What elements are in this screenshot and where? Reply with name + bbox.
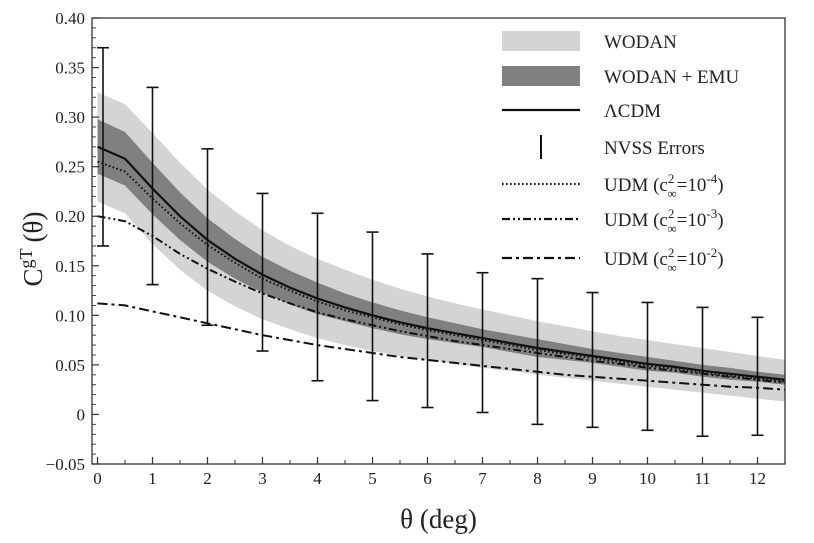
x-tick-label: 5 bbox=[368, 469, 377, 488]
legend-label: UDM (c2 ∞=10-2) bbox=[604, 245, 724, 275]
error-bar bbox=[146, 86, 159, 286]
legend-item: UDM (c2 ∞=10-4) bbox=[502, 171, 724, 201]
y-tick-label: −0.05 bbox=[46, 455, 85, 474]
series-udm-1e-4 bbox=[97, 160, 785, 383]
x-tick-label: 7 bbox=[478, 469, 487, 488]
error-bar bbox=[641, 301, 654, 432]
legend-item: UDM (c2 ∞=10-3) bbox=[502, 206, 724, 236]
axis-titles: θ (deg) CgT(θ) bbox=[16, 212, 477, 534]
series-udm-1e-3 bbox=[97, 215, 785, 384]
error-bar bbox=[476, 271, 489, 414]
error-bar bbox=[586, 291, 599, 429]
y-tick-label: 0.05 bbox=[55, 356, 85, 375]
x-tick-label: 0 bbox=[93, 469, 102, 488]
error-bar bbox=[256, 192, 269, 352]
series-group bbox=[97, 145, 785, 391]
x-tick-label: 1 bbox=[148, 469, 157, 488]
series-lcdm bbox=[97, 145, 785, 381]
x-tick-label: 2 bbox=[203, 469, 212, 488]
y-tick-label: 0.20 bbox=[55, 207, 85, 226]
x-tick-label: 9 bbox=[588, 469, 597, 488]
legend-item: WODAN + EMU bbox=[502, 66, 740, 88]
error-bar bbox=[366, 231, 379, 402]
x-tick-label: 4 bbox=[313, 469, 322, 488]
legend-label: NVSS Errors bbox=[604, 138, 705, 159]
plot-frame bbox=[91, 17, 786, 465]
legend-swatch bbox=[502, 66, 580, 86]
error-bar bbox=[421, 253, 434, 409]
legend-item: ΛCDM bbox=[502, 101, 661, 122]
y-tick-label: 0.35 bbox=[55, 59, 85, 78]
legend-label: UDM (c2 ∞=10-4) bbox=[604, 171, 724, 201]
error-bar bbox=[531, 277, 544, 426]
legend-item: WODAN bbox=[502, 31, 677, 53]
legend-swatch bbox=[502, 31, 580, 51]
x-axis-title: θ (deg) bbox=[400, 504, 477, 534]
error-bar bbox=[311, 212, 324, 382]
error-bar bbox=[696, 306, 709, 438]
x-tick-label: 10 bbox=[639, 469, 656, 488]
x-tick-label: 11 bbox=[694, 469, 710, 488]
legend-label: UDM (c2 ∞=10-3) bbox=[604, 206, 724, 236]
y-tick-label: 0 bbox=[77, 405, 86, 424]
y-tick-label: 0.10 bbox=[55, 306, 85, 325]
error-bar bbox=[97, 46, 109, 247]
legend-label: WODAN bbox=[604, 32, 677, 53]
legend: WODAN WODAN + EMU ΛCDM NVSS Errors UDM (c2 ∞=… bbox=[502, 31, 740, 275]
legend-item: NVSS Errors bbox=[540, 135, 705, 159]
errorbars-group bbox=[97, 46, 764, 438]
y-tick-label: 0.30 bbox=[55, 108, 85, 127]
x-tick-label: 8 bbox=[533, 469, 542, 488]
legend-label: ΛCDM bbox=[604, 101, 661, 122]
ticks-group: 0 1 2 3 4 5 6 7 8 9 10 11 12−0.0500.050.100.150.200.… bbox=[46, 9, 766, 488]
x-tick-label: 12 bbox=[749, 469, 766, 488]
error-bar bbox=[751, 316, 764, 437]
legend-label: WODAN + EMU bbox=[604, 67, 740, 88]
y-tick-label: 0.40 bbox=[55, 9, 85, 28]
y-tick-label: 0.15 bbox=[55, 257, 85, 276]
x-tick-label: 6 bbox=[423, 469, 432, 488]
y-tick-label: 0.25 bbox=[55, 158, 85, 177]
plot-area bbox=[97, 46, 785, 438]
legend-item: UDM (c2 ∞=10-2) bbox=[502, 245, 724, 275]
y-axis-title: CgT(θ) bbox=[16, 212, 48, 287]
error-bar bbox=[201, 148, 214, 327]
x-tick-label: 3 bbox=[258, 469, 267, 488]
